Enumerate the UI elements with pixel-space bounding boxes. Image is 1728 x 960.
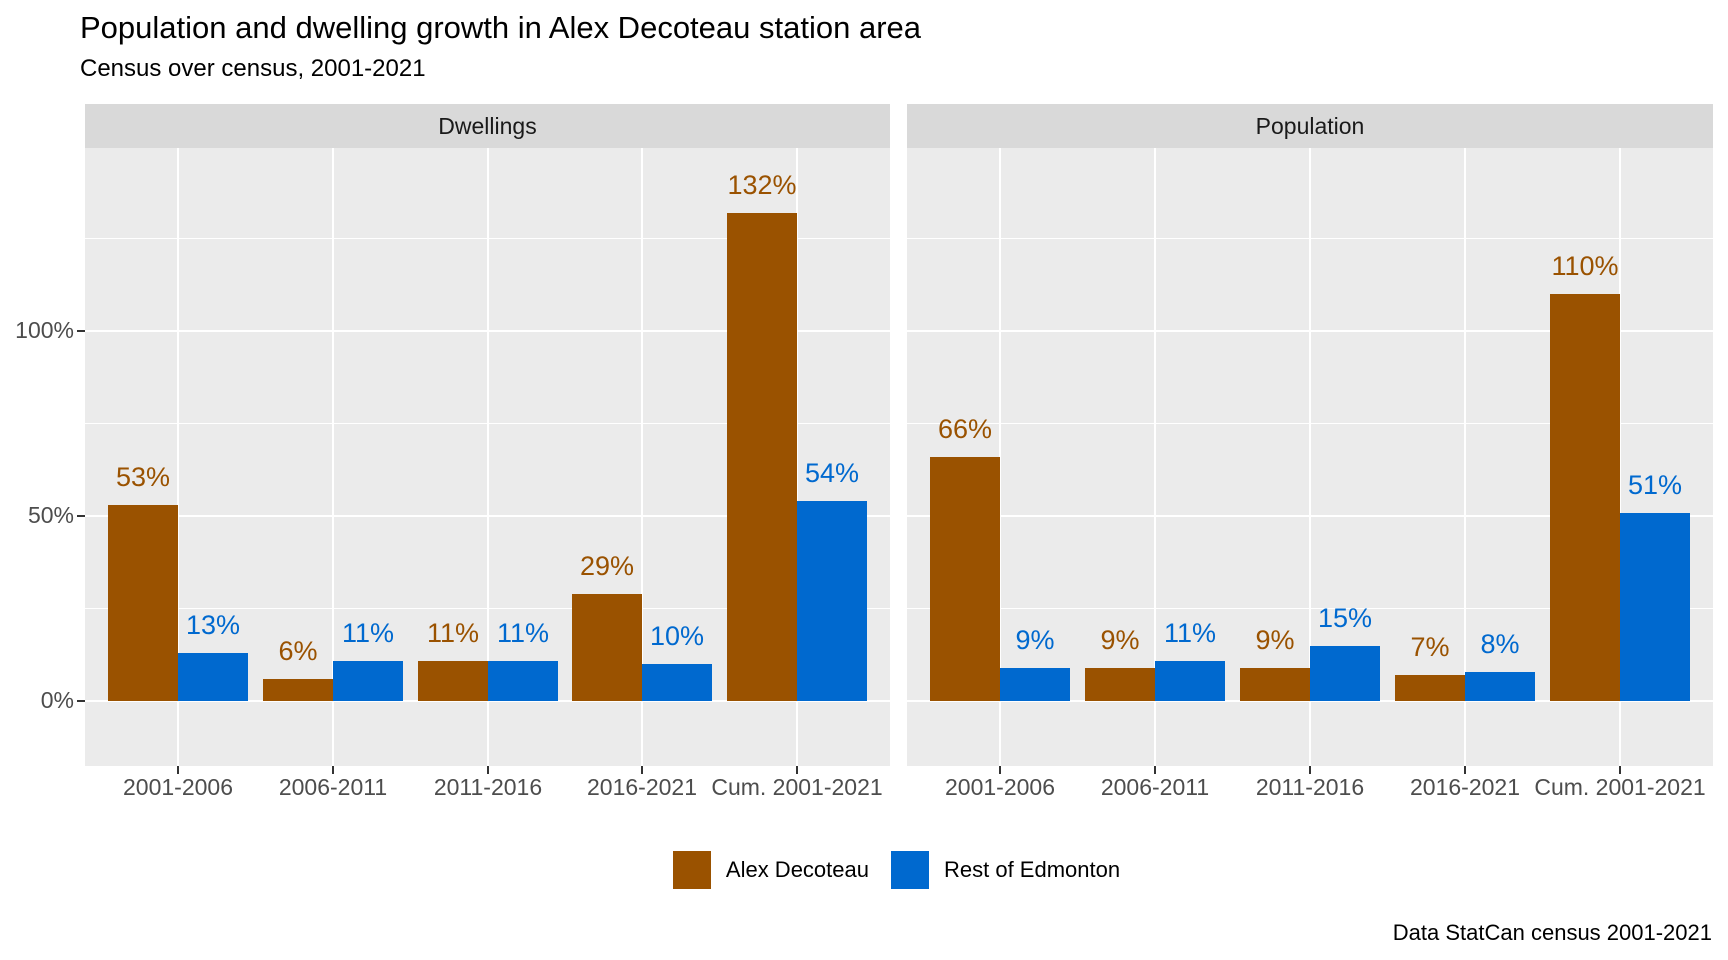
- x-tick-mark: [641, 766, 643, 774]
- bar-label: 7%: [1410, 632, 1450, 663]
- facet-strip-label: Population: [1255, 112, 1365, 139]
- bar: [642, 664, 712, 702]
- x-tick-mark: [999, 766, 1001, 774]
- y-tick-mark: [77, 700, 85, 703]
- panel: 53% 6% 11% 29% 132% 13% 11% 11% 10% 54%: [85, 148, 890, 766]
- bar-label: 11%: [426, 617, 480, 648]
- bar-label: 11%: [341, 617, 395, 648]
- x-tick-mark: [796, 766, 798, 774]
- bar: [1155, 660, 1225, 702]
- bar-label: 15%: [1317, 602, 1373, 633]
- bar-label: 9%: [1255, 624, 1295, 655]
- bar: [1550, 294, 1620, 702]
- bar-label: 29%: [579, 550, 635, 581]
- x-tick-label: 2016-2021: [1410, 774, 1520, 800]
- bar-label: 51%: [1627, 469, 1683, 500]
- bar: [930, 457, 1000, 702]
- bar-label: 9%: [1100, 624, 1140, 655]
- bar: [263, 679, 333, 702]
- gridline-vertical: [1309, 148, 1311, 766]
- facet-strip: Population: [907, 104, 1713, 148]
- x-tick-label: Cum. 2001-2021: [711, 774, 883, 800]
- x-tick-mark: [177, 766, 179, 774]
- x-tick-label: Cum. 2001-2021: [1534, 774, 1706, 800]
- y-tick-label: 0%: [40, 687, 74, 714]
- chart-subtitle: Census over census, 2001-2021: [80, 55, 426, 82]
- y-tick-label: 100%: [15, 317, 74, 344]
- bar: [727, 212, 797, 702]
- x-tick-label: 2011-2016: [1255, 774, 1365, 800]
- gridline-vertical: [1464, 148, 1466, 766]
- bar: [1310, 645, 1380, 702]
- bar-label: 11%: [496, 617, 550, 648]
- x-tick-label: 2001-2006: [945, 774, 1055, 800]
- bar-label: 54%: [804, 458, 860, 489]
- legend-label-rest-of-edmonton: Rest of Edmonton: [943, 857, 1121, 882]
- gridline-vertical: [796, 148, 798, 766]
- x-tick-label: 2011-2016: [433, 774, 543, 800]
- gridline-vertical: [1154, 148, 1156, 766]
- legend-swatch-alex-decoteau: [672, 851, 711, 889]
- bar: [1000, 667, 1070, 702]
- bar: [108, 505, 178, 702]
- x-tick-label: 2006-2011: [1100, 774, 1210, 800]
- bar: [1620, 512, 1690, 702]
- gridline-vertical: [999, 148, 1001, 766]
- bar: [797, 501, 867, 702]
- bar-label: 11%: [1163, 617, 1217, 648]
- bar-label: 66%: [937, 414, 993, 444]
- bar: [418, 660, 488, 702]
- gridline-vertical: [1619, 148, 1621, 766]
- bar-label: 53%: [115, 462, 171, 493]
- x-tick-mark: [1309, 766, 1311, 774]
- legend-swatch-rest-of-edmonton: [890, 851, 929, 889]
- chart-title: Population and dwelling growth in Alex D…: [80, 10, 921, 45]
- bar: [1240, 667, 1310, 702]
- bar: [178, 653, 248, 702]
- gridline-vertical: [487, 148, 489, 766]
- legend: Alex Decoteau Rest of Edmonton: [80, 851, 1713, 889]
- bar: [1085, 667, 1155, 702]
- y-tick-label: 50%: [27, 502, 74, 529]
- bar-label: 10%: [649, 621, 705, 652]
- x-tick-label: 2016-2021: [587, 774, 697, 800]
- x-tick-mark: [1464, 766, 1466, 774]
- x-tick-mark: [487, 766, 489, 774]
- bar: [1465, 671, 1535, 702]
- x-tick-label: 2006-2011: [278, 774, 388, 800]
- bar: [488, 660, 558, 702]
- legend-item-rest-of-edmonton: Rest of Edmonton: [890, 851, 1121, 889]
- gridline-vertical: [641, 148, 643, 766]
- chart-caption: Data StatCan census 2001-2021: [1392, 920, 1712, 945]
- panel: 66% 9% 9% 7% 110% 9% 11% 15% 8% 51%: [907, 148, 1713, 766]
- facet-strip-label: Dwellings: [438, 112, 537, 139]
- x-tick-mark: [1619, 766, 1621, 774]
- gridline-vertical: [177, 148, 179, 766]
- facet-strip: Dwellings: [85, 104, 890, 148]
- bar-label: 6%: [278, 636, 318, 667]
- bar-label: 8%: [1480, 628, 1520, 659]
- bar: [1395, 675, 1465, 702]
- x-tick-mark: [332, 766, 334, 774]
- bar-label: 13%: [185, 610, 241, 641]
- y-tick-mark: [77, 330, 85, 333]
- x-tick-mark: [1154, 766, 1156, 774]
- x-tick-label: 2001-2006: [123, 774, 233, 800]
- bar: [572, 593, 642, 702]
- bar: [333, 660, 403, 702]
- y-tick-mark: [77, 515, 85, 518]
- legend-label-alex-decoteau: Alex Decoteau: [725, 857, 869, 882]
- gridline-vertical: [332, 148, 334, 766]
- legend-item-alex-decoteau: Alex Decoteau: [672, 851, 869, 889]
- bar-label: 110%: [1551, 251, 1619, 282]
- bar-label: 132%: [727, 169, 797, 200]
- bar-label: 9%: [1015, 624, 1055, 655]
